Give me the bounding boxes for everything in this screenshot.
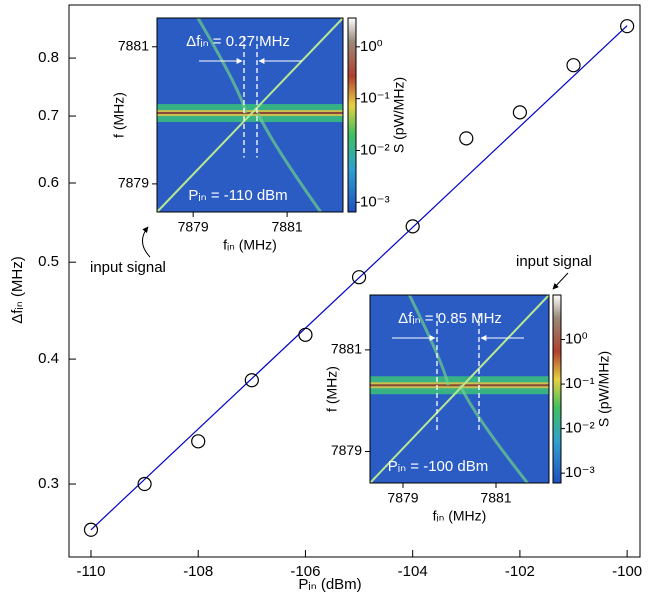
- inset-x-label: fᵢₙ (MHz): [223, 237, 277, 253]
- y-tick-label: 0.8: [38, 49, 59, 66]
- data-point: [512, 105, 528, 120]
- x-tick-label: -100: [612, 563, 642, 580]
- annotation: input signal: [90, 259, 166, 276]
- x-tick-label: -102: [505, 563, 535, 580]
- inset-x-label: fᵢₙ (MHz): [433, 508, 487, 524]
- colorbar-tick-label: 10⁰: [360, 38, 383, 55]
- annotation: input signal: [516, 253, 592, 270]
- inset-x-tick-label: 7879: [387, 490, 418, 506]
- inset-x-tick-label: 7879: [178, 219, 209, 235]
- y-tick-label: 0.3: [38, 475, 59, 492]
- inset-y-tick-label: 7879: [331, 442, 362, 458]
- inset-title: Δfᵢₙ = 0.27 MHz: [186, 33, 290, 50]
- y-tick-label: 0.6: [38, 174, 59, 191]
- data-point: [298, 327, 313, 342]
- inset-note: Pᵢₙ = -100 dBm: [388, 458, 488, 475]
- x-axis-label: Pᵢₙ (dBm): [298, 576, 361, 593]
- fit-line: [90, 25, 628, 531]
- y-axis-label: Δfᵢₙ (MHz): [9, 256, 26, 324]
- inset: Δfᵢₙ = 0.27 MHz Pᵢₙ = -110 dBm 7879 7881 788…: [111, 17, 407, 253]
- colorbar-tick-label: 10⁻¹: [360, 90, 390, 107]
- plot-frame: [68, 4, 641, 558]
- x-tick-label: -106: [290, 563, 320, 580]
- y-tick-label: 0.4: [38, 350, 59, 367]
- data-point: [405, 219, 420, 234]
- inset-y-tick-label: 7881: [118, 37, 149, 53]
- colorbar: [347, 17, 357, 213]
- inset: Δfᵢₙ = 0.85 MHz Pᵢₙ = -100 dBm 7879 7881 788…: [324, 294, 612, 524]
- colorbar-tick-label: 10⁻³: [360, 193, 390, 210]
- data-point: [83, 522, 99, 537]
- heatmap-diagonal: [369, 294, 550, 484]
- annotation-arrow: [142, 226, 151, 258]
- colorbar-tick-label: 10⁻²: [565, 420, 595, 437]
- colorbar-tick-label: 10⁻³: [565, 464, 595, 481]
- inset-y-label: f (MHz): [324, 366, 340, 412]
- annotation-arrow: [552, 272, 569, 290]
- colorbar: [552, 294, 562, 484]
- inset-x-tick-label: 7881: [272, 219, 303, 235]
- inset-title: Δfᵢₙ = 0.85 MHz: [398, 310, 502, 327]
- inset-frame: [369, 294, 550, 484]
- heatmap-branch: [256, 112, 322, 213]
- inset-note: Pᵢₙ = -110 dBm: [188, 187, 287, 204]
- data-point: [620, 19, 635, 34]
- inset-y-tick-label: 7879: [118, 175, 149, 191]
- inset-x-tick-label: 7881: [480, 490, 511, 506]
- x-tick-label: -110: [77, 563, 106, 580]
- data-point: [351, 270, 367, 285]
- data-point: [137, 476, 152, 492]
- y-tick-label: 0.7: [38, 107, 59, 124]
- inset-y-label: f (MHz): [111, 92, 127, 138]
- colorbar-tick-label: 10⁻²: [360, 141, 390, 158]
- colorbar-tick-label: 10⁰: [565, 330, 588, 347]
- heatmap-branch: [408, 294, 450, 386]
- data-point: [244, 373, 259, 388]
- y-tick-label: 0.5: [38, 253, 59, 270]
- inset-frame: [156, 17, 344, 213]
- heatmap-diagonal: [156, 17, 344, 213]
- data-point: [566, 58, 581, 73]
- inset-y-tick-label: 7881: [331, 341, 362, 357]
- x-tick-label: -108: [183, 563, 213, 580]
- colorbar-tick-label: 10⁻¹: [565, 375, 595, 392]
- colorbar-label: S (pW/MHz): [596, 351, 612, 427]
- heatmap-branch: [458, 384, 529, 484]
- data-point: [191, 434, 206, 449]
- data-point: [459, 131, 474, 146]
- colorbar-label: S (pW/MHz): [391, 77, 407, 153]
- x-tick-label: -104: [398, 563, 428, 580]
